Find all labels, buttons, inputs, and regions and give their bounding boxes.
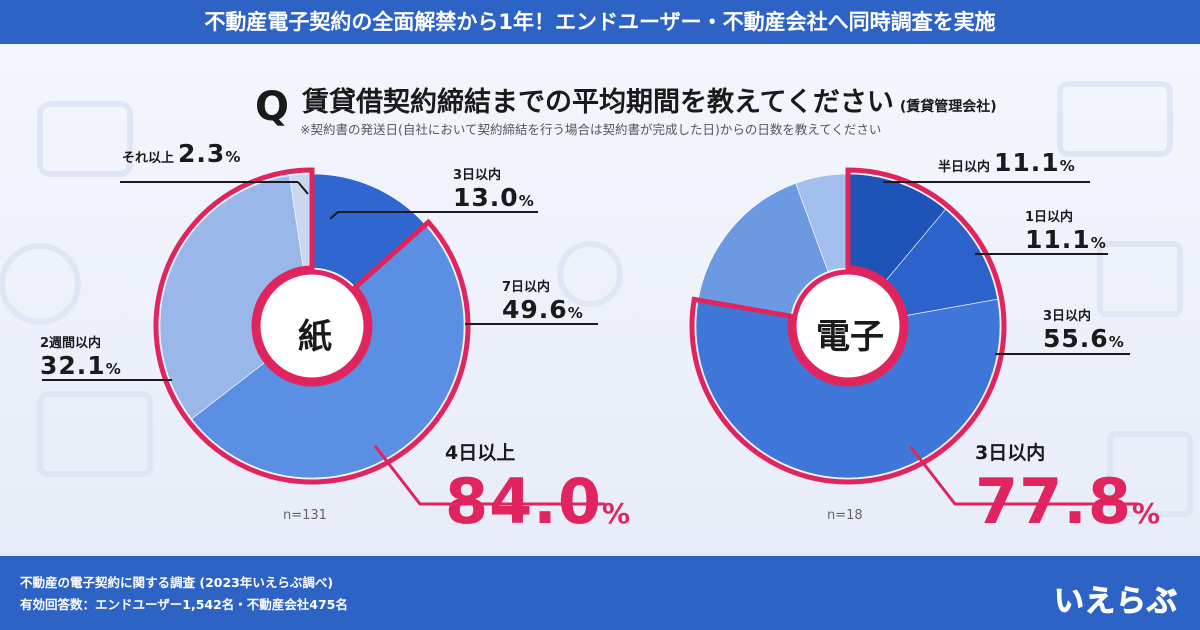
label-chart2-1day: 1日以内 11.1% — [1025, 206, 1106, 254]
highlight-value: 77.8 — [975, 465, 1132, 538]
question-title-text: 賃貸借契約締結までの平均期間を教えてください — [302, 87, 894, 118]
label-value: 11.1 — [994, 148, 1060, 177]
brand-logo: いえらぶ — [1054, 584, 1178, 620]
footer-survey-title: 不動産の電子契約に関する調査 (2023年いえらぶ調べ) — [20, 575, 334, 590]
question-title: 賃貸借契約締結までの平均期間を教えてください (賃貸管理会社) — [302, 80, 997, 119]
label-chart2-halfday: 半日以内 11.1% — [938, 148, 1075, 177]
chart1-center-label: 紙 — [298, 317, 332, 357]
label-chart1-2weeks: 2週間以内 32.1% — [40, 332, 121, 380]
label-chart1-over2weeks: それ以上 2.3% — [122, 139, 240, 168]
book-icon — [1107, 431, 1193, 517]
window-icon — [1057, 81, 1173, 157]
highlight-label: 3日以内 — [975, 442, 1046, 464]
question-note: ※契約書の発送日(自社において契約締結を行う場合は契約書が完成した日)からの日数… — [300, 122, 882, 137]
label-cap: それ以上 — [122, 151, 175, 166]
highlight-leader-line-10 — [908, 445, 1138, 506]
label-cap: 半日以内 — [938, 160, 991, 175]
label-pct: % — [1059, 157, 1075, 175]
highlight-label: 4日以上 — [445, 442, 516, 464]
globe-icon — [0, 243, 81, 325]
header-banner: 不動産電子契約の全面解禁から1年！エンドユーザー・不動産会社へ同時調査を実施 — [0, 0, 1200, 44]
highlight-pct: % — [601, 497, 631, 530]
question-mark: Q — [255, 84, 290, 130]
label-value: 32.1 — [40, 351, 106, 380]
chart1-slice-0 — [311, 173, 426, 288]
label-pct: % — [1108, 333, 1124, 351]
card-icon — [37, 391, 153, 477]
chart1-center-circle — [255, 269, 369, 383]
label-cap: 3日以内 — [1043, 309, 1092, 324]
main-panel: Q 賃貸借契約締結までの平均期間を教えてください (賃貸管理会社) ※契約書の発送… — [0, 44, 1200, 556]
camera-icon — [37, 101, 133, 177]
label-value: 55.6 — [1043, 324, 1109, 353]
highlight-pct: % — [1131, 497, 1161, 530]
chart2-sample-size: n=18 — [827, 508, 863, 523]
leader-line-0 — [297, 181, 309, 195]
header-title: 不動産電子契約の全面解禁から1年！エンドユーザー・不動産会社へ同時調査を実施 — [204, 10, 996, 34]
label-value: 2.3 — [178, 139, 226, 168]
label-pct: % — [225, 148, 241, 166]
chart2-highlight: 3日以内 77.8% — [975, 438, 1160, 538]
label-chart2-3days: 3日以内 55.6% — [1043, 305, 1124, 353]
label-pct: % — [105, 360, 121, 378]
chart2-highlight-outline — [689, 167, 1007, 485]
chart1-highlight: 4日以上 84.0% — [445, 438, 630, 538]
leader-line-3 — [329, 211, 339, 220]
footer-banner: 不動産の電子契約に関する調査 (2023年いえらぶ調べ) 有効回答数：エンドユー… — [0, 556, 1200, 630]
highlight-value: 84.0 — [445, 465, 602, 538]
chart2-center-circle — [791, 269, 905, 383]
chart1-highlight-outline — [153, 167, 471, 485]
label-cap: 2週間以内 — [40, 336, 102, 351]
browser-icon — [1097, 241, 1183, 317]
label-value: 13.0 — [453, 183, 519, 212]
chart2-slice-3 — [697, 182, 829, 317]
label-chart1-7days: 7日以内 49.6% — [502, 276, 583, 324]
label-chart1-3days: 3日以内 13.0% — [453, 164, 534, 212]
label-pct: % — [518, 192, 534, 210]
label-cap: 7日以内 — [502, 280, 551, 295]
label-pct: % — [567, 304, 583, 322]
background-decoration — [0, 81, 1193, 517]
highlight-leader-line-6 — [373, 445, 605, 506]
label-pct: % — [1090, 234, 1106, 252]
charts-canvas — [42, 167, 1138, 506]
label-cap: 3日以内 — [453, 168, 502, 183]
label-value: 11.1 — [1025, 225, 1091, 254]
chart2-center-label: 電子 — [816, 317, 884, 357]
chart1-sample-size: n=131 — [283, 508, 327, 523]
footer-respondents: 有効回答数：エンドユーザー1,542名・不動産会社475名 — [20, 597, 348, 612]
phone-icon — [557, 241, 623, 307]
question-subject: (賃貸管理会社) — [899, 99, 997, 115]
label-cap: 1日以内 — [1025, 210, 1074, 225]
label-value: 49.6 — [502, 295, 568, 324]
